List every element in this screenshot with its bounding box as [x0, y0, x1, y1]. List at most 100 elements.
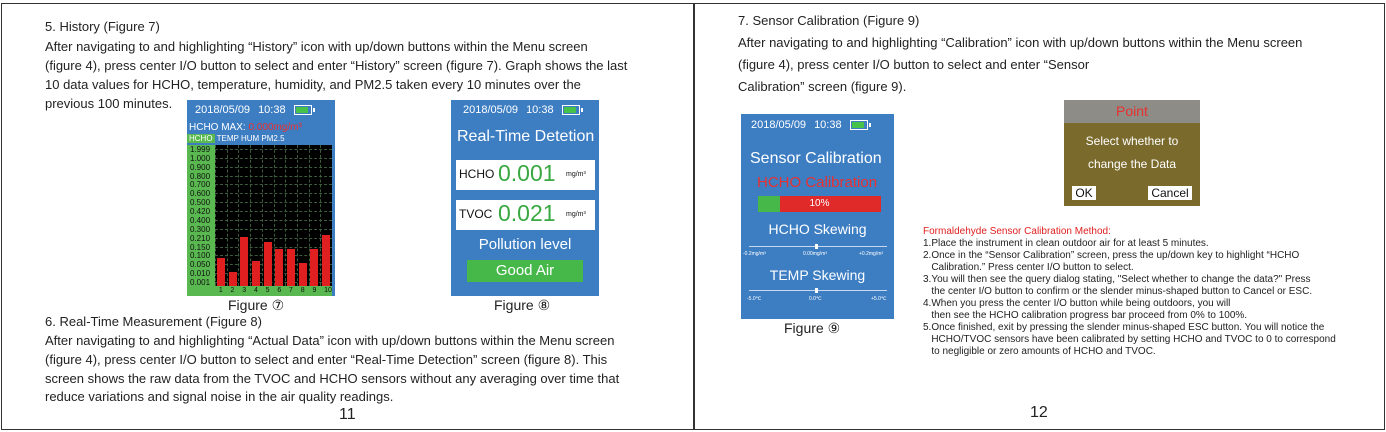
calibration-title: Sensor Calibration [750, 150, 882, 167]
y-tick-label: 0.500 [190, 198, 211, 208]
calibration-screen: 2018/05/09 10:38 Sensor Calibration HCHO… [741, 114, 894, 319]
hcho-skew-slider[interactable] [749, 244, 887, 249]
method-line: to negligible or zero amounts of HCHO an… [923, 346, 1156, 357]
progress-fill [758, 196, 781, 212]
figure-8-caption: Figure ⑧ [494, 297, 551, 313]
tvoc-reading-box: TVOC 0.021 mg/m³ [456, 200, 595, 230]
air-status-badge: Good Air [467, 260, 583, 282]
tab-pm25[interactable]: PM2.5 [261, 134, 285, 143]
temp-scale-min: -5.0℃ [747, 296, 762, 302]
status-bar: 2018/05/09 10:38 [195, 104, 315, 116]
grid-line [250, 145, 252, 286]
status-bar: 2018/05/09 10:38 [463, 104, 583, 116]
slider-handle[interactable] [815, 244, 818, 249]
y-tick-label: 0.050 [190, 260, 211, 270]
realtime-line-4: reduce variations and signal noise in th… [45, 389, 394, 404]
right-page-frame [693, 3, 1385, 430]
x-tick-label: 2 [230, 287, 235, 294]
history-bar [298, 263, 307, 286]
battery-icon [561, 105, 583, 115]
y-tick-label: 0.001 [190, 278, 211, 287]
history-line-4: previous 100 minutes. [45, 96, 173, 111]
history-bar [275, 249, 284, 286]
calibration-heading: 7. Sensor Calibration (Figure 9) [738, 13, 920, 28]
realtime-line-1: After navigating to and highlighting “Ac… [45, 333, 615, 348]
y-tick-label: 0.800 [190, 171, 211, 181]
cancel-button[interactable]: Cancel [1148, 186, 1192, 200]
hcho-reading-box: HCHO 0.001 mg/m³ [456, 160, 595, 190]
dialog-line-2: change the Data [1087, 157, 1177, 171]
pollution-label: Pollution level [478, 236, 572, 253]
y-tick-label: 0.210 [190, 233, 211, 243]
temp-skew-slider[interactable] [749, 288, 887, 293]
x-tick-label: 8 [300, 287, 305, 294]
max-value: 0.000mg/m³ [248, 122, 302, 133]
y-tick-label: 0.100 [190, 251, 211, 261]
status-bar: 2018/05/09 10:38 [751, 119, 871, 131]
history-line-3: 10 data values for HCHO, temperature, hu… [45, 77, 581, 92]
method-list: 1.Place the instrument in clean outdoor … [923, 238, 1336, 358]
left-page-frame [1, 3, 695, 430]
progress-text: 10% [809, 198, 830, 209]
hcho-unit: mg/m³ [566, 171, 586, 178]
history-bar [228, 271, 237, 286]
x-tick-label: 3 [242, 287, 247, 294]
y-tick-label: 0.010 [190, 269, 211, 279]
x-tick-label: 4 [253, 287, 258, 294]
time-text: 10:38 [814, 119, 842, 131]
tvoc-unit: mg/m³ [566, 211, 586, 218]
method-line: 4.When you press the center I/O button w… [923, 298, 1231, 309]
history-bar [322, 235, 331, 286]
realtime-line-3: screen shows the raw data from the TVOC … [45, 371, 620, 386]
ok-button[interactable]: OK [1072, 186, 1096, 200]
grid-line [285, 145, 287, 286]
figure-9-caption: Figure ⑨ [784, 320, 841, 336]
x-tick-label: 9 [312, 287, 317, 294]
date-text: 2018/05/09 [463, 104, 519, 116]
method-title: Formaldehyde Sensor Calibration Method: [923, 226, 1111, 237]
calibration-line-3: Calibration” screen (figure 9). [738, 79, 907, 94]
slider-handle[interactable] [815, 288, 818, 293]
x-tick-label: 7 [289, 287, 293, 294]
tab-hum[interactable]: HUM [240, 134, 260, 143]
method-line: 1.Place the instrument in clean outdoor … [923, 238, 1209, 249]
battery-icon [293, 105, 315, 115]
page-number-left: 11 [339, 406, 356, 423]
hcho-scale-mid: 0.00mg/m³ [803, 251, 827, 257]
y-tick-label: 1.000 [190, 153, 211, 163]
time-text: 10:38 [526, 104, 554, 116]
date-text: 2018/05/09 [751, 119, 807, 131]
dialog-title-bar: Point [1064, 100, 1200, 123]
realtime-title: Real-Time Detetion [457, 128, 595, 145]
hcho-skew-label: HCHO Skewing [768, 221, 867, 237]
y-tick-label: 0.900 [190, 162, 211, 172]
temp-skew-label: TEMP Skewing [769, 267, 866, 283]
method-line: 3.You will then see the query dialog sta… [923, 274, 1311, 285]
y-tick-label: 0.400 [190, 215, 211, 225]
time-text: 10:38 [258, 104, 286, 116]
tvoc-label: TVOC [459, 207, 493, 221]
grid-line [273, 145, 275, 286]
calibration-line-1: After navigating to and highlighting “Ca… [738, 35, 1303, 50]
method-line: then see the HCHO calibration progress b… [923, 310, 1248, 321]
grid-line [308, 145, 310, 286]
history-bar [287, 249, 296, 286]
method-line: Calibration.” Press center I/O button to… [923, 262, 1134, 273]
realtime-line-2: (figure 4), press center I/O button to s… [45, 352, 608, 367]
grid-line [238, 145, 240, 286]
hcho-value: 0.001 [498, 160, 556, 186]
dialog-title: Point [1116, 103, 1148, 119]
hcho-scale-max: +0.2mg/m³ [859, 251, 884, 257]
history-bar [310, 249, 319, 286]
tab-row: HCHO TEMP HUM PM2.5 [187, 134, 335, 145]
battery-icon [849, 120, 871, 130]
grid-line [261, 145, 263, 286]
date-text: 2018/05/09 [195, 104, 251, 116]
tab-hcho[interactable]: HCHO [187, 134, 215, 143]
confirm-dialog: Point Select whether to change the Data … [1064, 100, 1200, 206]
y-tick-label: 0.420 [190, 207, 211, 217]
history-line-1: After navigating to and highlighting “Hi… [45, 39, 588, 54]
page-number-right: 12 [1030, 404, 1048, 421]
tab-temp[interactable]: TEMP [216, 134, 239, 143]
y-axis-panel: 1.999 1.000 0.900 0.800 0.700 0.600 0.500 0.420… [187, 145, 215, 296]
